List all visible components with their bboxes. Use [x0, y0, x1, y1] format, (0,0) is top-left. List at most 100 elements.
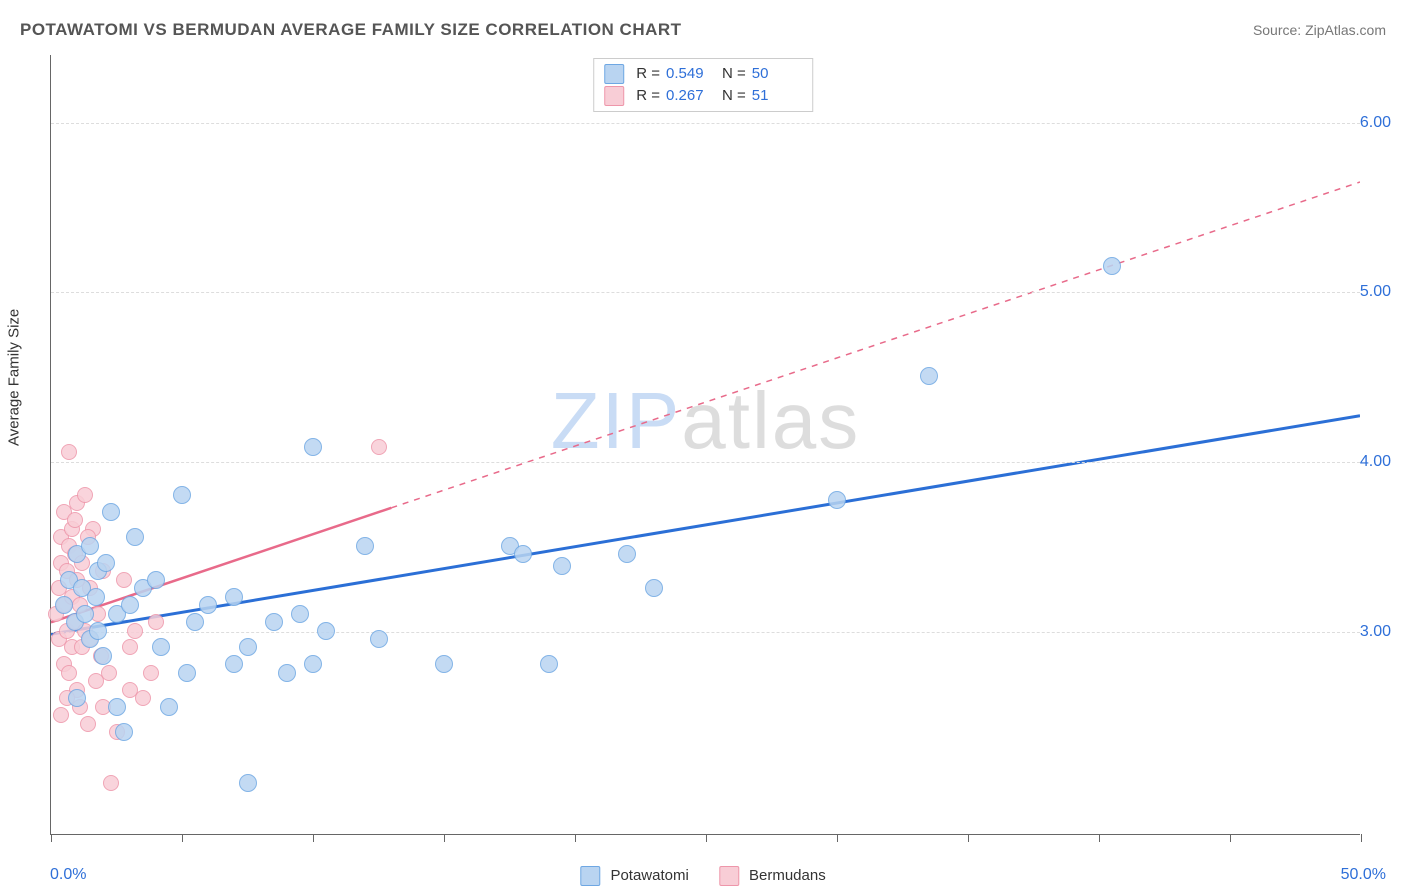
correlation-row-potawatomi: R = 0.549 N = 50: [604, 63, 802, 85]
swatch-potawatomi-bottom: [580, 866, 600, 886]
x-tick: [968, 834, 969, 842]
data-point-bermudans: [127, 623, 143, 639]
data-point-potawatomi: [115, 723, 133, 741]
x-tick: [837, 834, 838, 842]
y-tick-label: 4.00: [1360, 453, 1391, 471]
series-legend: Potawatomi Bermudans: [580, 866, 825, 886]
data-point-bermudans: [77, 487, 93, 503]
data-point-potawatomi: [291, 605, 309, 623]
x-tick: [1099, 834, 1100, 842]
x-tick: [1361, 834, 1362, 842]
gridline: [51, 462, 1360, 463]
data-point-potawatomi: [173, 486, 191, 504]
data-point-potawatomi: [225, 588, 243, 606]
data-point-potawatomi: [147, 571, 165, 589]
data-point-bermudans: [148, 614, 164, 630]
x-tick: [444, 834, 445, 842]
trend-lines-svg: [51, 55, 1360, 834]
data-point-bermudans: [80, 716, 96, 732]
legend-label-bermudans: Bermudans: [749, 867, 826, 884]
data-point-potawatomi: [1103, 257, 1121, 275]
data-point-potawatomi: [186, 613, 204, 631]
data-point-potawatomi: [102, 503, 120, 521]
n-label: N =: [722, 63, 746, 85]
data-point-potawatomi: [356, 537, 374, 555]
x-tick: [1230, 834, 1231, 842]
data-point-potawatomi: [89, 622, 107, 640]
x-axis-max-label: 50.0%: [1341, 866, 1386, 884]
x-tick: [313, 834, 314, 842]
y-axis-label: Average Family Size: [6, 309, 23, 446]
data-point-bermudans: [101, 665, 117, 681]
x-tick: [51, 834, 52, 842]
y-tick-label: 6.00: [1360, 114, 1391, 132]
data-point-potawatomi: [199, 596, 217, 614]
data-point-potawatomi: [514, 545, 532, 563]
data-point-bermudans: [135, 690, 151, 706]
data-point-potawatomi: [828, 491, 846, 509]
data-point-potawatomi: [435, 655, 453, 673]
data-point-potawatomi: [645, 579, 663, 597]
chart-title: POTAWATOMI VS BERMUDAN AVERAGE FAMILY SI…: [20, 20, 682, 40]
r-value-potawatomi: 0.549: [666, 63, 716, 85]
data-point-potawatomi: [370, 630, 388, 648]
n-value-bermudans: 51: [752, 85, 802, 107]
legend-item-potawatomi: Potawatomi: [580, 866, 689, 886]
data-point-potawatomi: [81, 537, 99, 555]
correlation-row-bermudans: R = 0.267 N = 51: [604, 85, 802, 107]
legend-label-potawatomi: Potawatomi: [610, 867, 688, 884]
data-point-potawatomi: [55, 596, 73, 614]
x-tick: [706, 834, 707, 842]
swatch-potawatomi-top: [604, 64, 624, 84]
data-point-potawatomi: [76, 605, 94, 623]
data-point-bermudans: [122, 639, 138, 655]
data-point-potawatomi: [239, 638, 257, 656]
data-point-bermudans: [53, 707, 69, 723]
gridline: [51, 123, 1360, 124]
data-point-bermudans: [103, 775, 119, 791]
data-point-potawatomi: [304, 655, 322, 673]
watermark-zip: ZIP: [551, 376, 681, 465]
correlation-legend: R = 0.549 N = 50 R = 0.267 N = 51: [593, 58, 813, 112]
data-point-potawatomi: [618, 545, 636, 563]
gridline: [51, 292, 1360, 293]
data-point-bermudans: [67, 512, 83, 528]
data-point-potawatomi: [920, 367, 938, 385]
x-tick: [182, 834, 183, 842]
y-tick-label: 3.00: [1360, 623, 1391, 641]
data-point-potawatomi: [540, 655, 558, 673]
data-point-potawatomi: [239, 774, 257, 792]
watermark: ZIPatlas: [551, 375, 860, 467]
watermark-atlas: atlas: [681, 376, 860, 465]
data-point-potawatomi: [160, 698, 178, 716]
data-point-potawatomi: [178, 664, 196, 682]
swatch-bermudans-top: [604, 86, 624, 106]
plot-area: ZIPatlas: [50, 55, 1360, 835]
data-point-potawatomi: [87, 588, 105, 606]
data-point-bermudans: [116, 572, 132, 588]
data-point-potawatomi: [108, 698, 126, 716]
data-point-bermudans: [61, 665, 77, 681]
source-attribution: Source: ZipAtlas.com: [1253, 22, 1386, 38]
data-point-potawatomi: [317, 622, 335, 640]
data-point-bermudans: [371, 439, 387, 455]
data-point-potawatomi: [152, 638, 170, 656]
swatch-bermudans-bottom: [719, 866, 739, 886]
x-axis-min-label: 0.0%: [50, 866, 86, 884]
r-value-bermudans: 0.267: [666, 85, 716, 107]
data-point-potawatomi: [553, 557, 571, 575]
data-point-potawatomi: [121, 596, 139, 614]
n-label: N =: [722, 85, 746, 107]
n-value-potawatomi: 50: [752, 63, 802, 85]
data-point-potawatomi: [265, 613, 283, 631]
gridline: [51, 632, 1360, 633]
x-tick: [575, 834, 576, 842]
data-point-bermudans: [143, 665, 159, 681]
data-point-potawatomi: [94, 647, 112, 665]
data-point-potawatomi: [278, 664, 296, 682]
y-tick-label: 5.00: [1360, 283, 1391, 301]
data-point-potawatomi: [68, 689, 86, 707]
data-point-potawatomi: [97, 554, 115, 572]
data-point-potawatomi: [304, 438, 322, 456]
data-point-potawatomi: [126, 528, 144, 546]
